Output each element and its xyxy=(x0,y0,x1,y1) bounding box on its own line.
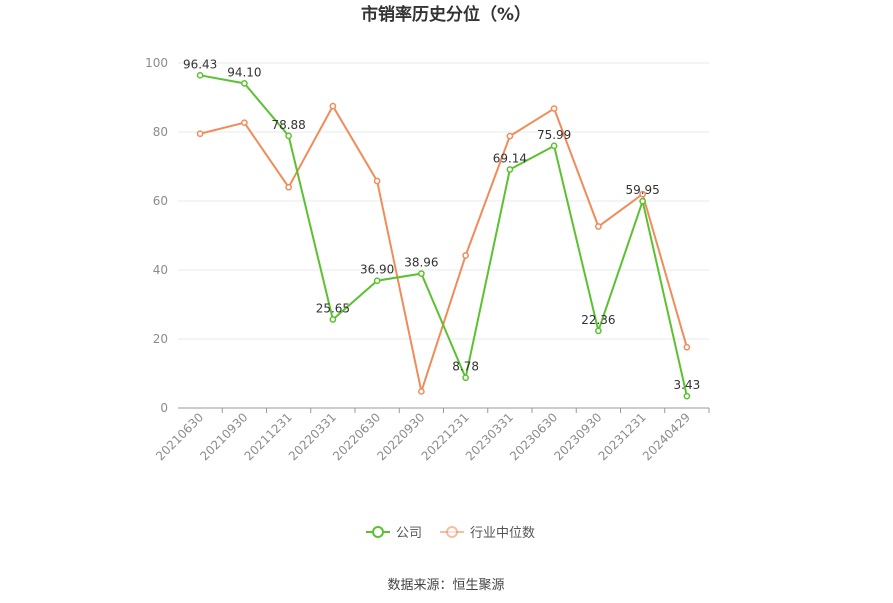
industry-median-point xyxy=(683,343,691,351)
industry-median-point xyxy=(506,132,514,140)
industry-median-point xyxy=(639,190,646,198)
chart-title: 市销率历史分位（%） xyxy=(361,4,531,25)
company-data-label: 36.90 xyxy=(360,263,394,277)
series-layer xyxy=(196,71,691,400)
company-data-label: 69.14 xyxy=(493,151,527,165)
company-point xyxy=(373,277,381,285)
company-point xyxy=(329,316,337,323)
industry-median-point xyxy=(241,119,248,127)
y-tick-label: 60 xyxy=(153,194,168,208)
industry-median-point xyxy=(329,102,337,110)
company-data-label: 8.78 xyxy=(452,360,479,374)
company-data-label: 75.99 xyxy=(537,128,571,142)
industry-median-point xyxy=(595,223,602,230)
company-point xyxy=(639,197,646,205)
legend-label: 公司 xyxy=(396,526,422,541)
y-tick-label: 80 xyxy=(153,125,168,139)
industry-median-point xyxy=(418,388,425,395)
company-data-label: 22.36 xyxy=(581,313,615,327)
company-data-label: 59.95 xyxy=(625,183,659,197)
company-data-label: 25.65 xyxy=(316,302,350,316)
y-tick-label: 40 xyxy=(153,263,168,277)
legend-label: 行业中位数 xyxy=(470,526,535,541)
industry-median-point xyxy=(373,177,381,185)
y-tick-label: 0 xyxy=(160,401,168,415)
company-point xyxy=(683,392,691,400)
industry-median-point xyxy=(196,130,204,138)
source-note: 数据来源：恒生聚源 xyxy=(387,578,504,593)
industry-median-point xyxy=(462,252,469,259)
grid-lines xyxy=(178,62,709,340)
company-point xyxy=(506,166,514,173)
legend-marker-icon xyxy=(372,526,384,538)
company-data-label: 3.43 xyxy=(674,378,701,392)
company-series-line xyxy=(199,74,688,397)
company-point xyxy=(595,327,602,335)
company-point xyxy=(462,374,469,382)
legend[interactable]: 公司 行业中位数 xyxy=(366,526,535,541)
industry-median-point xyxy=(285,183,292,191)
industry-median-series-line xyxy=(199,105,688,393)
legend-marker-icon xyxy=(446,526,458,538)
company-data-label: 96.43 xyxy=(183,57,217,71)
y-tick-label: 100 xyxy=(145,56,168,70)
company-point xyxy=(285,132,292,140)
company-data-label: 38.96 xyxy=(404,256,438,270)
y-tick-label: 20 xyxy=(153,332,168,346)
company-point xyxy=(241,80,248,87)
industry-median-point xyxy=(550,105,558,112)
legend-company[interactable]: 公司 xyxy=(366,526,422,541)
company-point xyxy=(418,270,425,277)
company-data-label: 94.10 xyxy=(227,65,261,79)
x-tick-label: 20240429 xyxy=(640,410,693,463)
company-data-label: 78.88 xyxy=(271,118,305,132)
company-point xyxy=(550,142,558,150)
company-point xyxy=(196,71,204,79)
data-labels: 96.43 94.10 78.88 25.65 36.90 38.96 8.78 69.14 7… xyxy=(183,57,700,392)
legend-industry-median[interactable]: 行业中位数 xyxy=(440,526,535,541)
